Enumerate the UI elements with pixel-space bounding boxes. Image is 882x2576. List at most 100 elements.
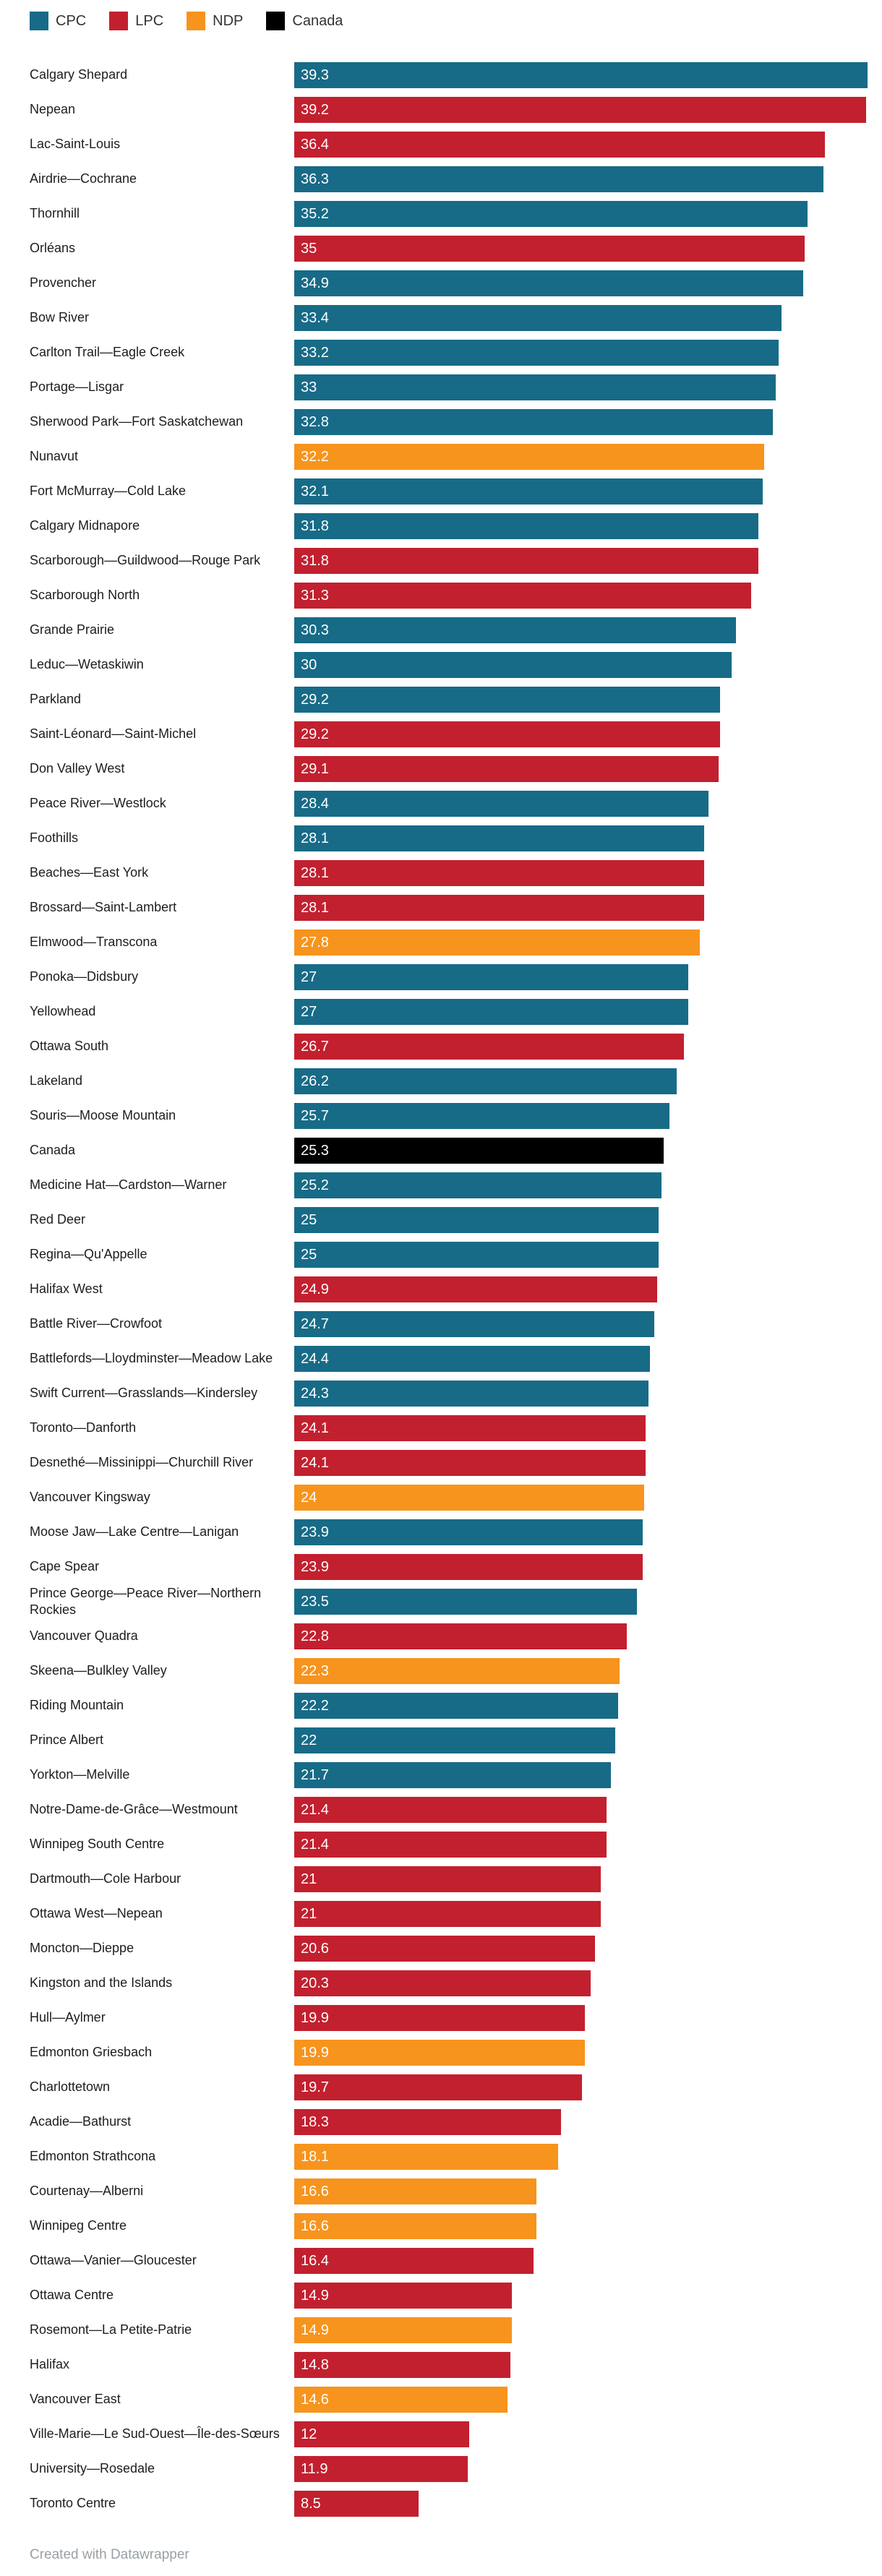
legend-item-lpc: LPC [109,12,163,30]
bar-cpc: 23.9 [294,1519,643,1545]
chart-row: Ottawa West—Nepean 21 [30,1897,868,1931]
chart-row: Dartmouth—Cole Harbour 21 [30,1862,868,1897]
riding-label: Bow River [30,310,90,325]
bar-value: 24.4 [301,1350,329,1367]
bar-track: 14.9 [294,2317,868,2343]
bar-cpc: 31.8 [294,513,758,539]
bar-value: 14.9 [301,2322,329,2338]
riding-label: Nepean [30,102,76,117]
bar-track: 36.3 [294,166,868,192]
bar-value: 39.2 [301,101,329,118]
chart-row: Yorkton—Melville 21.7 [30,1758,868,1793]
chart-row: Winnipeg Centre 16.6 [30,2209,868,2244]
bar-value: 27.8 [301,934,329,950]
bar-cpc: 27 [294,964,688,990]
riding-label: Elmwood—Transcona [30,935,158,950]
chart-row: Skeena—Bulkley Valley 22.3 [30,1654,868,1688]
bar-cpc: 25.7 [294,1103,669,1129]
chart-row: Acadie—Bathurst 18.3 [30,2105,868,2139]
riding-label: Sherwood Park—Fort Saskatchewan [30,414,244,429]
bar-value: 33 [301,379,317,395]
riding-label: Rosemont—La Petite-Patrie [30,2322,192,2337]
bar-value: 24.1 [301,1420,329,1436]
chart-row: Provencher 34.9 [30,266,868,301]
legend-label: LPC [135,12,164,29]
bar-lpc: 18.3 [294,2109,562,2135]
riding-label: Foothills [30,830,79,846]
bar-track: 33.4 [294,305,868,331]
bar-ndp: 32.2 [294,444,764,470]
bar-track: 32.2 [294,444,868,470]
bar-lpc: 16.4 [294,2248,534,2274]
riding-label: Lakeland [30,1073,83,1089]
bar-cpc: 22.2 [294,1693,618,1719]
bar-cpc: 22 [294,1727,615,1753]
bar-value: 32.1 [301,483,329,499]
chart-row: Portage—Lisgar 33 [30,370,868,405]
riding-label: Halifax [30,2357,70,2372]
riding-label: Riding Mountain [30,1698,124,1713]
bar-value: 29.2 [301,726,329,742]
bar-cpc: 28.1 [294,825,704,851]
bar-value: 29.2 [301,691,329,708]
bar-value: 21.4 [301,1801,329,1818]
bar-ndp: 22.3 [294,1658,620,1684]
bar-lpc: 36.4 [294,132,826,158]
bar-track: 21.4 [294,1797,868,1823]
bar-cpc: 36.3 [294,166,824,192]
riding-label: Cape Spear [30,1559,100,1574]
chart-row: Lac-Saint-Louis 36.4 [30,127,868,162]
chart-row: Thornhill 35.2 [30,197,868,231]
bar-track: 30 [294,652,868,678]
bar-track: 19.7 [294,2074,868,2100]
bar-track: 33.2 [294,340,868,366]
chart-row: Edmonton Griesbach 19.9 [30,2035,868,2070]
bar-cpc: 27 [294,999,688,1025]
chart-row: Halifax 14.8 [30,2348,868,2382]
bar-track: 32.1 [294,478,868,505]
bar-lpc: 21.4 [294,1797,607,1823]
riding-label: Carlton Trail—Eagle Creek [30,345,185,360]
bar-cpc: 23.5 [294,1589,638,1615]
bar-value: 24 [301,1489,317,1506]
chart-row: Battle River—Crowfoot 24.7 [30,1307,868,1341]
bar-value: 28.4 [301,795,329,812]
bar-lpc: 19.9 [294,2005,585,2031]
riding-label: Ponoka—Didsbury [30,969,139,984]
bar-lpc: 23.9 [294,1554,643,1580]
bar-lpc: 35 [294,236,805,262]
riding-label: Scarborough—Guildwood—Rouge Park [30,553,261,568]
bar-track: 18.1 [294,2144,868,2170]
chart-row: Calgary Midnapore 31.8 [30,509,868,544]
bar-lpc: 14.9 [294,2283,512,2309]
chart-row: Winnipeg South Centre 21.4 [30,1827,868,1862]
chart-row: Notre-Dame-de-Grâce—Westmount 21.4 [30,1793,868,1827]
bar-track: 28.1 [294,860,868,886]
riding-label: Courtenay—Alberni [30,2184,144,2199]
chart-row: Desnethé—Missinippi—Churchill River 24.1 [30,1446,868,1480]
bar-track: 19.9 [294,2005,868,2031]
chart-footer: Created with Datawrapper [30,2537,868,2576]
chart-row: Vancouver Quadra 22.8 [30,1619,868,1654]
bar-lpc: 20.6 [294,1936,595,1962]
riding-label: Yellowhead [30,1004,96,1019]
bar-ndp: 16.6 [294,2178,536,2204]
bar-track: 16.6 [294,2213,868,2239]
bar-value: 21.7 [301,1766,329,1783]
bar-value: 18.3 [301,2113,329,2130]
riding-label: Winnipeg Centre [30,2218,127,2233]
bar-track: 24.9 [294,1276,868,1302]
riding-label: Ottawa South [30,1039,109,1054]
bar-lpc: 21 [294,1901,601,1927]
bar-value: 31.8 [301,518,329,534]
riding-label: Calgary Shepard [30,67,128,82]
bar-value: 20.3 [301,1975,329,1991]
chart-row: Toronto Centre 8.5 [30,2486,868,2521]
bar-value: 24.1 [301,1454,329,1471]
bar-cpc: 25 [294,1242,659,1268]
chart-row: Sherwood Park—Fort Saskatchewan 32.8 [30,405,868,439]
datawrapper-credit-link[interactable]: Created with Datawrapper [30,2547,189,2562]
bar-lpc: 21.4 [294,1832,607,1858]
bar-track: 22.8 [294,1623,868,1649]
chart-row: Vancouver Kingsway 24 [30,1480,868,1515]
